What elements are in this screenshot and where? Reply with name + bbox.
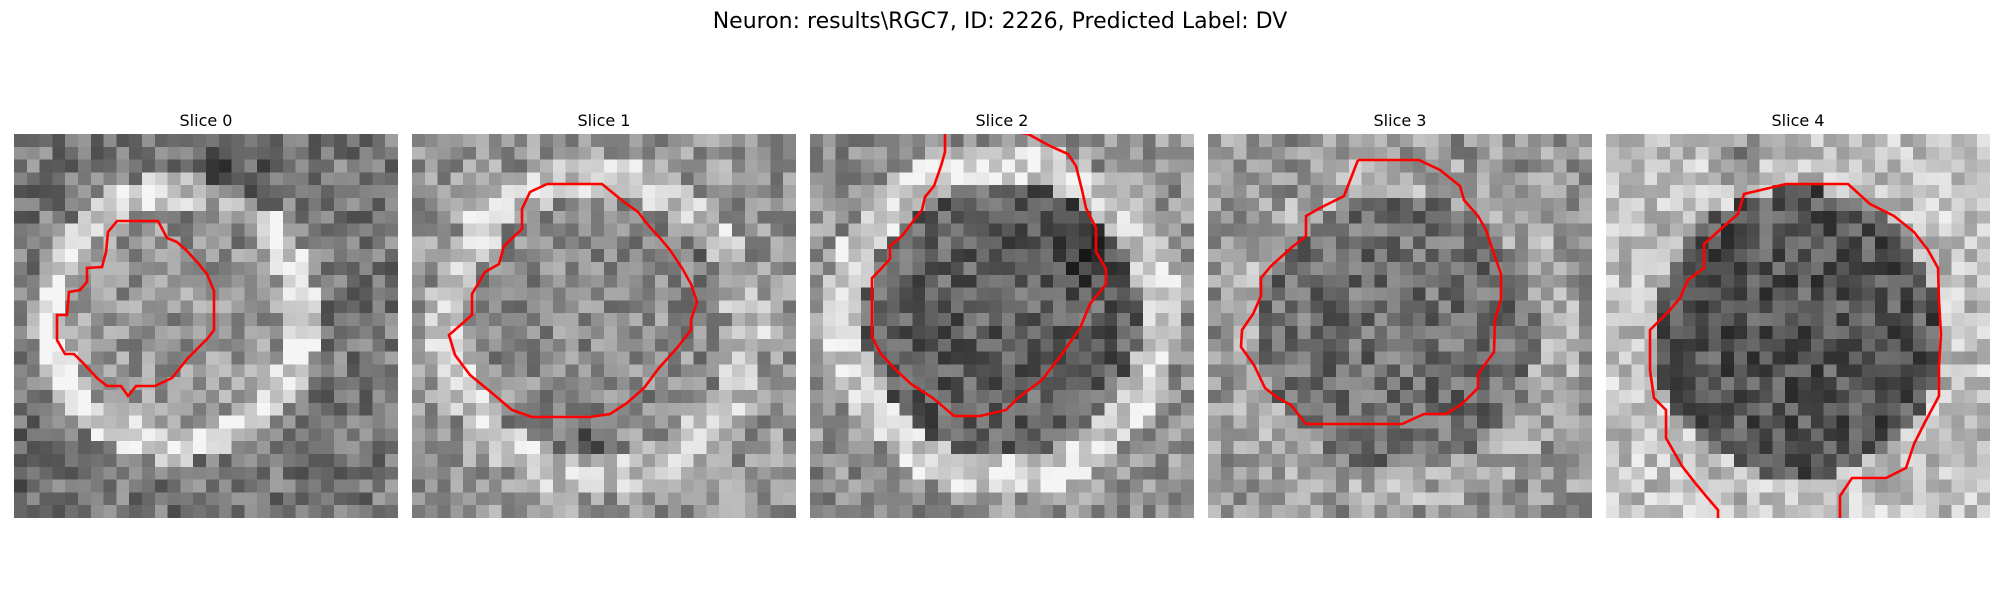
microscopy-image-0 — [14, 134, 398, 518]
microscopy-image-1 — [412, 134, 796, 518]
segmentation-contour-2 — [870, 134, 1108, 418]
segmentation-contour-0 — [55, 219, 216, 399]
slice-image-2 — [810, 134, 1194, 518]
microscopy-image-3 — [1208, 134, 1592, 518]
slice-image-3 — [1208, 134, 1592, 518]
slice-title-0: Slice 0 — [179, 111, 233, 130]
segmentation-overlay-0 — [55, 219, 216, 399]
segmentation-contour-1 — [447, 182, 699, 419]
segmentation-contour-4 — [1648, 182, 1943, 518]
microscopy-image-2 — [810, 134, 1194, 518]
slice-panel-0: Slice 0 — [14, 108, 398, 518]
segmentation-overlay-2 — [870, 134, 1108, 418]
slice-title-2: Slice 2 — [975, 111, 1029, 130]
segmentation-overlay-4 — [1648, 182, 1943, 518]
segmentation-contour-3 — [1239, 158, 1503, 426]
slice-panel-3: Slice 3 — [1208, 108, 1592, 518]
slice-panel-1: Slice 1 — [412, 108, 796, 518]
segmentation-overlay-1 — [447, 182, 699, 419]
slice-image-1 — [412, 134, 796, 518]
slice-title-1: Slice 1 — [577, 111, 631, 130]
segmentation-overlay-3 — [1239, 158, 1503, 426]
slice-title-4: Slice 4 — [1771, 111, 1825, 130]
slice-panel-2: Slice 2 — [810, 108, 1194, 518]
figure-title: Neuron: results\RGC7, ID: 2226, Predicte… — [712, 9, 1288, 34]
slice-image-0 — [14, 134, 398, 518]
slice-image-4 — [1606, 134, 1990, 518]
slice-panel-4: Slice 4 — [1606, 108, 1990, 518]
slice-title-3: Slice 3 — [1373, 111, 1427, 130]
microscopy-image-4 — [1606, 134, 1990, 518]
